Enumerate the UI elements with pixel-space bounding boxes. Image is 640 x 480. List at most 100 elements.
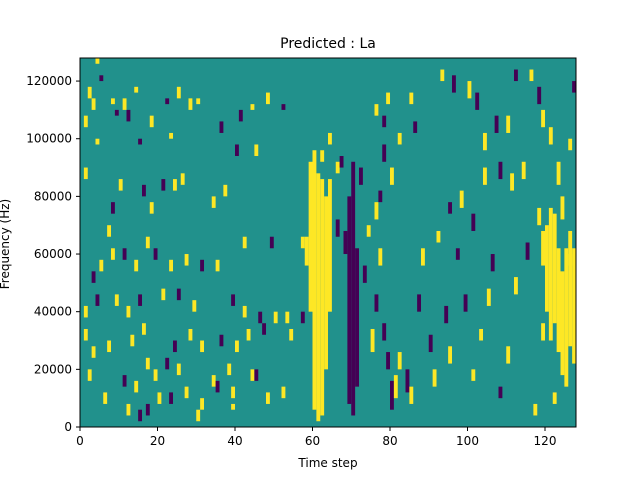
- heatmap-cell: [83, 167, 88, 180]
- heatmap-cell: [335, 161, 340, 174]
- x-tick-label: 120: [534, 434, 557, 448]
- heatmap-cell: [145, 236, 150, 249]
- heatmap-cell: [533, 403, 538, 416]
- y-axis-label: Frequency (Hz): [0, 199, 12, 290]
- x-tick-label: 20: [150, 434, 165, 448]
- heatmap-cell: [176, 86, 181, 99]
- heatmap-cell: [413, 121, 418, 133]
- heatmap-cell: [564, 248, 569, 387]
- heatmap-cell: [479, 328, 484, 341]
- heatmap-cell: [99, 259, 104, 272]
- heatmap-cell: [370, 328, 375, 353]
- heatmap-cell: [111, 202, 115, 214]
- heatmap-cell: [231, 386, 236, 399]
- heatmap-cell: [312, 150, 317, 410]
- heatmap-cell: [366, 225, 371, 237]
- heatmap-cell: [83, 115, 88, 128]
- heatmap-cell: [114, 109, 119, 116]
- heatmap-cell: [556, 161, 561, 185]
- heatmap-cell: [475, 92, 480, 110]
- heatmap-cell: [545, 225, 549, 312]
- heatmap-cell: [568, 254, 573, 266]
- heatmap-cell: [397, 352, 402, 370]
- heatmap-cell: [266, 92, 270, 105]
- heatmap-cell: [448, 202, 453, 214]
- heatmap-cell: [219, 121, 224, 133]
- heatmap-cell: [134, 86, 139, 93]
- heatmap-cell: [448, 346, 453, 364]
- heatmap-cell: [486, 288, 491, 306]
- heatmap-cell: [285, 311, 290, 324]
- x-tick-label: 60: [305, 434, 320, 448]
- heatmap-cell: [552, 392, 557, 404]
- heatmap-cell: [173, 179, 177, 191]
- heatmap-cell: [541, 323, 546, 341]
- heatmap-cell: [266, 392, 270, 404]
- heatmap-cell: [386, 352, 391, 370]
- y-tick-label: 80000: [34, 189, 72, 203]
- heatmap-cell: [289, 328, 294, 341]
- heatmap-cell: [393, 375, 398, 399]
- heatmap-cell: [118, 179, 123, 191]
- heatmap-cell: [417, 294, 422, 312]
- heatmap-cell: [211, 196, 216, 208]
- y-tick-label: 120000: [26, 74, 72, 88]
- heatmap-cell: [142, 323, 146, 335]
- heatmap-cell: [378, 248, 383, 266]
- heatmap-cell: [281, 104, 286, 110]
- heatmap-cell: [428, 334, 433, 353]
- heatmap-cell: [490, 254, 495, 272]
- heatmap-cell: [126, 305, 131, 318]
- heatmap-cell: [180, 173, 185, 185]
- heatmap-cell: [343, 230, 348, 255]
- x-axis-label: Time step: [297, 456, 357, 470]
- heatmap-cell: [200, 340, 205, 353]
- heatmap-cell: [258, 311, 263, 324]
- heatmap-cell: [572, 248, 577, 364]
- heatmap-cell: [498, 161, 503, 180]
- heatmap-cell: [161, 179, 166, 191]
- heatmap-cell: [188, 98, 193, 110]
- heatmap-cell: [134, 259, 139, 272]
- heatmap-cell: [498, 386, 503, 399]
- heatmap-cell: [471, 369, 476, 381]
- heatmap-cell: [548, 127, 553, 145]
- heatmap-cell: [122, 98, 127, 110]
- heatmap-cell: [378, 190, 383, 203]
- heatmap-cell: [568, 230, 573, 347]
- heatmap-cell: [359, 167, 363, 185]
- heatmap-cell: [390, 167, 394, 185]
- heatmap-cell: [409, 92, 414, 105]
- x-tick-label: 0: [76, 434, 84, 448]
- heatmap-cell: [324, 196, 329, 370]
- y-axis-ticks: 0 20000 40000 60000 80000 100000 120000: [26, 74, 80, 434]
- x-tick-label: 40: [227, 434, 242, 448]
- heatmap-cell: [572, 81, 577, 93]
- heatmap-cell: [87, 86, 92, 99]
- heatmap-cell: [176, 288, 181, 301]
- heatmap-cell: [444, 305, 449, 324]
- heatmap-cell: [169, 392, 174, 404]
- heatmap-cell: [506, 115, 511, 133]
- plot-frame: [79, 57, 577, 428]
- heatmap-cell: [432, 369, 437, 387]
- heatmap-cell: [409, 386, 414, 404]
- heatmap-cell: [107, 225, 112, 237]
- heatmap-cell: [145, 403, 150, 416]
- heatmap-cell: [382, 144, 387, 162]
- y-tick-label: 60000: [34, 247, 72, 261]
- heatmap-cell: [351, 161, 356, 416]
- heatmap-cell: [320, 179, 325, 416]
- heatmap-cell: [161, 288, 166, 301]
- heatmap-cell: [328, 179, 332, 312]
- heatmap-cell: [196, 98, 201, 105]
- heatmap-cell: [537, 86, 542, 105]
- heatmap-cell: [91, 346, 96, 358]
- heatmap-cell: [215, 259, 220, 272]
- heatmap-cell: [471, 213, 476, 231]
- heatmap-cell: [169, 132, 174, 139]
- heatmap-cell: [91, 271, 96, 283]
- heatmap-cell: [347, 196, 352, 404]
- x-tick-label: 80: [382, 434, 397, 448]
